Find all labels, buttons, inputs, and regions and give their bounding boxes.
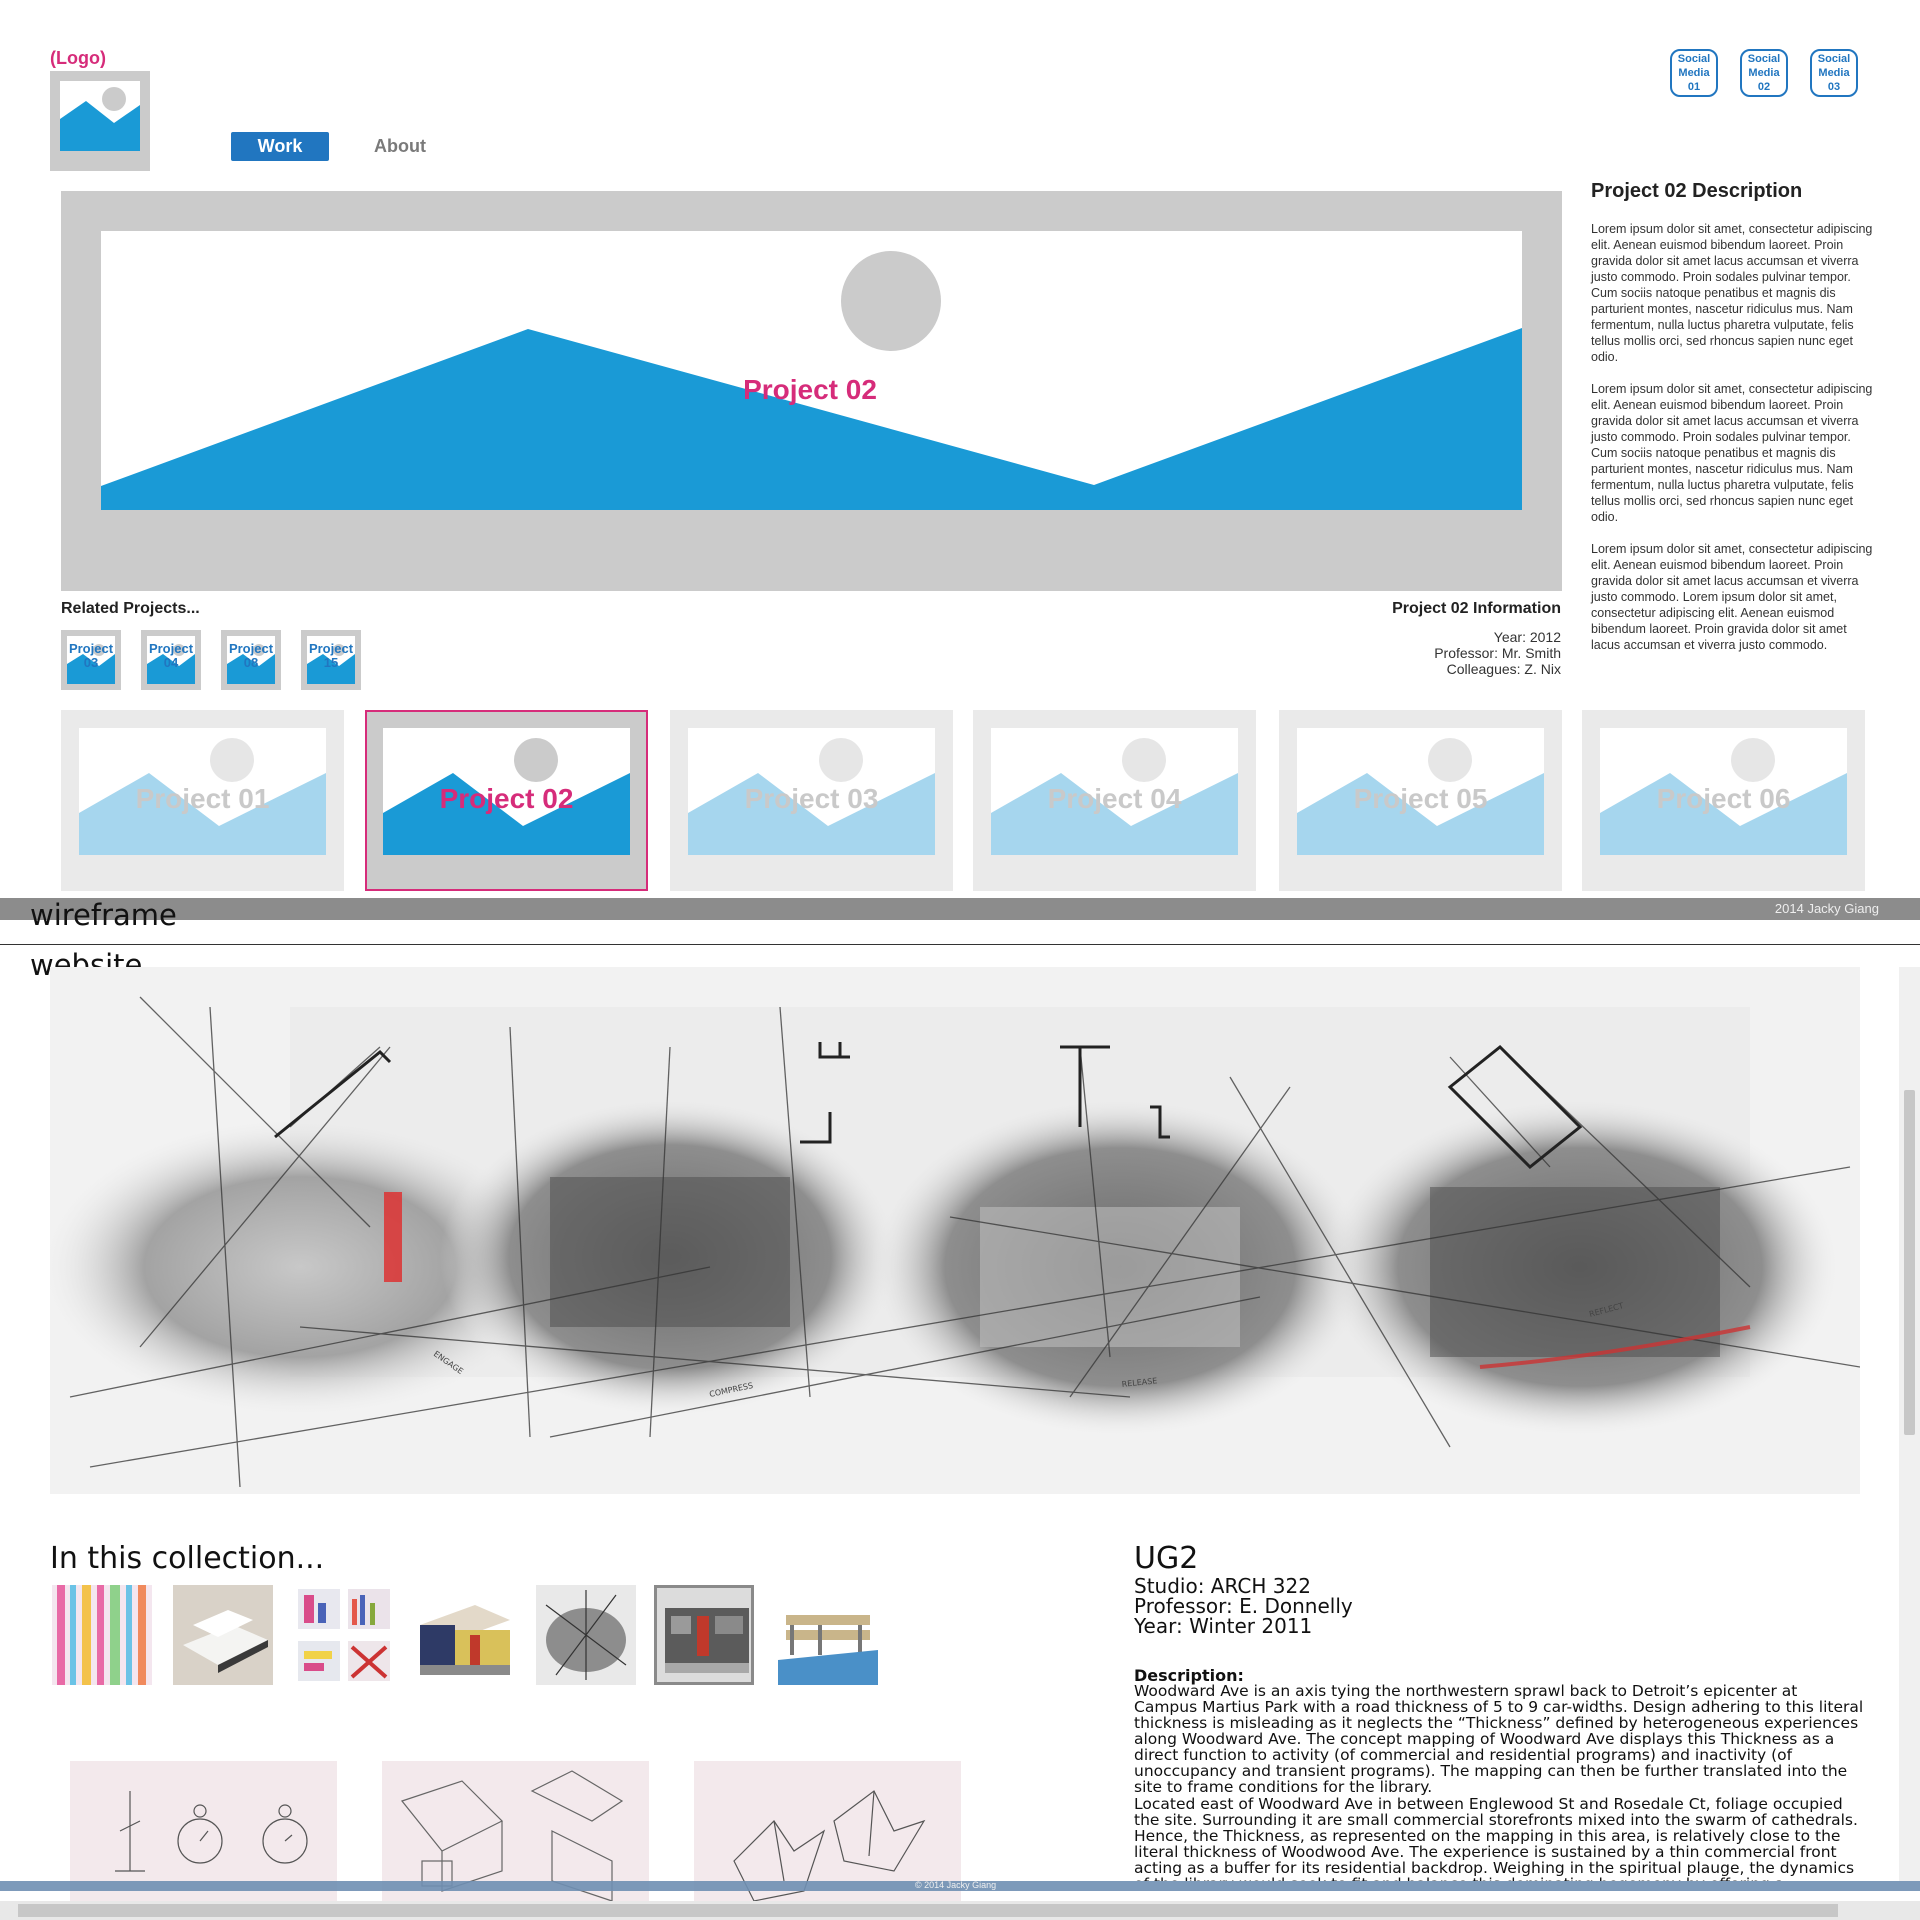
- image-placeholder-icon: [60, 81, 140, 151]
- collection-thumb[interactable]: [415, 1585, 515, 1685]
- image-placeholder-icon: [383, 738, 630, 855]
- sketch-image[interactable]: [694, 1761, 961, 1920]
- vertical-scrollbar-thumb[interactable]: [1904, 1090, 1915, 1435]
- image-placeholder-icon: [227, 644, 275, 684]
- website-footer-text: © 2014 Jacky Giang: [915, 1880, 997, 1890]
- project-info-colleagues: Colleagues: Z. Nix: [1446, 661, 1561, 677]
- hero-image[interactable]: [101, 231, 1522, 510]
- horizontal-scrollbar-thumb[interactable]: [18, 1904, 1838, 1917]
- project-description-paragraph: Located east of Woodward Ave in between …: [1134, 1796, 1858, 1881]
- project-info-year: Year: 2012: [1493, 629, 1561, 645]
- sketch-image[interactable]: [70, 1761, 337, 1920]
- project-card[interactable]: Project 04: [973, 710, 1256, 891]
- logo-image[interactable]: [50, 71, 150, 171]
- social-media-03-button[interactable]: Social Media 03: [1810, 49, 1858, 97]
- nav-work-tab[interactable]: Work: [231, 132, 329, 161]
- project-card-label: Project 02: [439, 783, 574, 814]
- project-card[interactable]: Project 05: [1279, 710, 1562, 891]
- website-footer: [0, 1881, 1920, 1891]
- project-banner-image[interactable]: ENGAGE COMPRESS RELEASE REFLECT: [50, 967, 1860, 1494]
- section-render-thumbnail: [657, 1588, 751, 1682]
- project-info-title: Project 02 Information: [1392, 600, 1561, 617]
- axonometric-sketch: [400, 1770, 624, 1902]
- project-card-label: Project 06: [1656, 783, 1791, 814]
- image-placeholder-icon: [79, 738, 326, 855]
- project-title: UG2: [1134, 1541, 1199, 1576]
- crumpled-form-sketch: [733, 1790, 926, 1902]
- white-model-thumbnail: [173, 1585, 273, 1685]
- colorful-graphic-thumbnail: [52, 1585, 152, 1685]
- project-card-label: Project 03: [744, 783, 879, 814]
- related-projects-title: Related Projects...: [61, 600, 200, 617]
- collection-thumb-selected[interactable]: [654, 1585, 754, 1685]
- project-year: Year: Winter 2011: [1134, 1614, 1313, 1638]
- collection-thumb[interactable]: [778, 1585, 878, 1685]
- related-project-thumb[interactable]: Project 03: [61, 630, 121, 690]
- image-placeholder-icon: [688, 738, 935, 855]
- related-project-thumb[interactable]: Project 04: [141, 630, 201, 690]
- collection-thumb[interactable]: [294, 1585, 394, 1685]
- project-card-label: Project 04: [1047, 783, 1182, 814]
- section-divider: [0, 944, 1920, 945]
- project-card-label: Project 01: [135, 783, 270, 814]
- perspective-sketch-thumbnail: [536, 1585, 636, 1685]
- diagram-grid-thumbnail: [294, 1585, 394, 1685]
- project-card[interactable]: Project 01: [61, 710, 344, 891]
- project-card-active[interactable]: Project 02: [365, 710, 648, 891]
- description-paragraph: Lorem ipsum dolor sit amet, consectetur …: [1591, 382, 1873, 524]
- architecture-perspective-image: ENGAGE COMPRESS RELEASE REFLECT: [50, 967, 1860, 1494]
- project-description-paragraph: Woodward Ave is an axis tying the northw…: [1134, 1682, 1864, 1796]
- description-paragraph: Lorem ipsum dolor sit amet, consectetur …: [1591, 222, 1873, 364]
- project-studio: Studio: ARCH 322: [1134, 1574, 1311, 1598]
- sketch-image[interactable]: [382, 1761, 649, 1920]
- image-placeholder-icon: [1297, 738, 1544, 855]
- related-project-thumb[interactable]: Project 15: [301, 630, 361, 690]
- image-placeholder-icon: [67, 644, 115, 684]
- wireframe-section-label: wireframe: [30, 898, 177, 932]
- image-placeholder-icon: [307, 644, 355, 684]
- nav-about-tab[interactable]: About: [374, 136, 426, 156]
- description-title: Project 02 Description: [1591, 180, 1803, 202]
- banner-annotation: RELEASE: [1121, 1376, 1157, 1389]
- description-paragraph: Lorem ipsum dolor sit amet, consectetur …: [1591, 542, 1873, 652]
- model-color-thumbnail: [415, 1585, 515, 1685]
- image-placeholder-icon: [1600, 738, 1847, 855]
- pocket-watch-sketch: [115, 1791, 308, 1872]
- collection-thumb[interactable]: [536, 1585, 636, 1685]
- wireframe-footer: [0, 898, 1920, 920]
- project-card[interactable]: Project 03: [670, 710, 953, 891]
- collection-title: In this collection...: [50, 1541, 325, 1576]
- image-placeholder-icon: [991, 738, 1238, 855]
- project-professor: Professor: E. Donnelly: [1134, 1594, 1353, 1618]
- project-card-label: Project 05: [1353, 783, 1488, 814]
- collection-thumb[interactable]: [52, 1585, 152, 1685]
- related-project-thumb[interactable]: Project 08: [221, 630, 281, 690]
- social-media-02-button[interactable]: Social Media 02: [1740, 49, 1788, 97]
- social-media-01-button[interactable]: Social Media 01: [1670, 49, 1718, 97]
- wireframe-footer-text: 2014 Jacky Giang: [1774, 901, 1879, 916]
- image-placeholder-icon: [101, 251, 1522, 510]
- project-card[interactable]: Project 06: [1582, 710, 1865, 891]
- hero-project-title: Project 02: [743, 374, 877, 405]
- project-description-label: Description:: [1134, 1666, 1244, 1685]
- logo-label: (Logo): [50, 48, 106, 68]
- collection-thumb[interactable]: [173, 1585, 273, 1685]
- building-model-thumbnail: [778, 1585, 878, 1685]
- project-info-professor: Professor: Mr. Smith: [1434, 645, 1561, 661]
- image-placeholder-icon: [147, 644, 195, 684]
